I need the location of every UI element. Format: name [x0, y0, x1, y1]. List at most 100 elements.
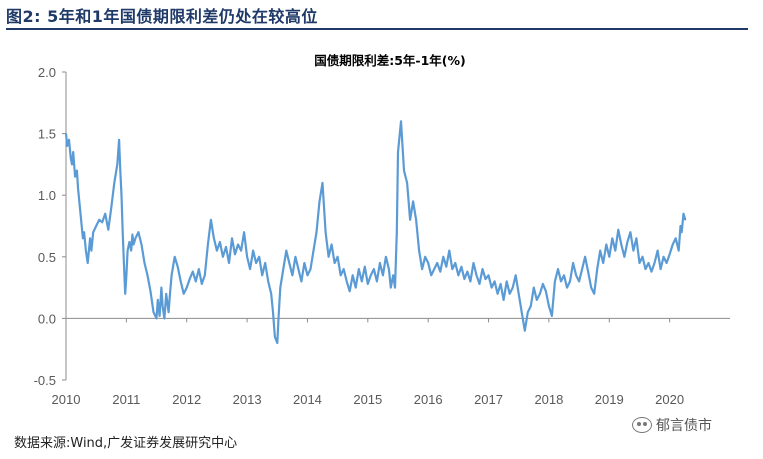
data-point [149, 290, 152, 293]
data-point [684, 219, 687, 221]
y-tick-label: -0.5 [34, 373, 56, 388]
data-point [475, 274, 478, 277]
data-point [345, 280, 348, 283]
data-point [225, 246, 227, 248]
x-tick-label: 2016 [414, 392, 443, 407]
data-point [333, 262, 336, 264]
y-tick-label: 2.0 [38, 65, 56, 80]
data-point [433, 268, 436, 270]
data-point [472, 262, 475, 264]
data-point [530, 305, 532, 307]
data-point [662, 255, 665, 258]
data-point [272, 311, 274, 314]
data-point [551, 315, 553, 317]
data-point [578, 280, 580, 283]
data-point [130, 249, 132, 252]
data-point [277, 317, 280, 320]
data-point [680, 231, 683, 233]
data-point [499, 283, 502, 285]
data-point [173, 255, 176, 258]
data-point [118, 139, 120, 141]
data-point [527, 311, 529, 314]
data-point [563, 274, 565, 277]
data-point [231, 237, 233, 240]
data-point [514, 274, 517, 277]
data-point [267, 280, 270, 283]
data-point [76, 169, 78, 172]
data-point [65, 132, 67, 135]
data-point [396, 231, 398, 233]
data-point [638, 262, 641, 264]
data-point [641, 255, 644, 258]
x-tick-label: 2015 [353, 392, 382, 407]
data-point [185, 286, 188, 289]
y-tick-label: 1.5 [38, 127, 56, 142]
data-point [406, 182, 408, 184]
data-point [445, 265, 448, 268]
data-point [388, 268, 390, 270]
data-point [451, 268, 454, 270]
data-point [632, 249, 635, 252]
data-point [493, 280, 496, 283]
data-point [321, 182, 324, 184]
data-point [210, 219, 212, 221]
plot-area [64, 120, 687, 345]
data-point [309, 268, 312, 270]
data-point [572, 262, 574, 264]
data-point [330, 243, 333, 246]
data-point [270, 293, 273, 295]
data-point [128, 241, 131, 243]
data-point [279, 286, 282, 289]
data-point [517, 293, 520, 295]
data-point [282, 268, 285, 270]
data-point [294, 255, 297, 258]
x-tick-label: 2010 [52, 392, 81, 407]
data-point [575, 274, 577, 277]
data-point [120, 194, 123, 196]
data-point [626, 241, 629, 243]
data-point [243, 231, 245, 233]
data-point [291, 274, 294, 277]
data-point [140, 243, 143, 246]
data-point [536, 299, 538, 301]
data-point [668, 253, 671, 256]
data-point [382, 274, 384, 277]
y-tick-label: 0.5 [38, 250, 56, 265]
data-point [454, 262, 457, 264]
data-point [246, 255, 248, 258]
data-point [656, 249, 659, 252]
x-tick-label: 2014 [293, 392, 322, 407]
data-point [409, 219, 411, 221]
data-point [339, 274, 342, 277]
data-point [364, 265, 366, 268]
data-point [596, 268, 598, 270]
y-tick-label: 0.0 [38, 311, 56, 326]
data-point [593, 293, 595, 295]
data-point [548, 305, 550, 307]
data-point [490, 286, 493, 289]
data-point [126, 249, 129, 252]
data-point [170, 274, 173, 277]
data-point [207, 243, 209, 246]
data-point [306, 274, 309, 277]
data-point [679, 225, 682, 227]
data-point [300, 280, 303, 283]
x-tick-label: 2011 [112, 392, 140, 407]
data-point [412, 200, 414, 203]
data-point [524, 329, 526, 332]
data-point [557, 268, 559, 270]
x-tick-label: 2019 [595, 392, 624, 407]
data-point [659, 268, 662, 270]
data-point [143, 262, 146, 264]
data-point [427, 262, 430, 264]
data-point [677, 249, 680, 252]
data-point [554, 280, 556, 283]
data-point [644, 268, 647, 270]
data-point [421, 268, 423, 270]
data-point [424, 255, 427, 258]
wechat-icon [632, 417, 652, 433]
x-axis-ticks: 2010 2011 2012 2013 2014 2015 2016 2017 2018 2019… [52, 318, 684, 407]
y-tick-label: 1.0 [38, 188, 56, 203]
data-point [95, 225, 97, 227]
